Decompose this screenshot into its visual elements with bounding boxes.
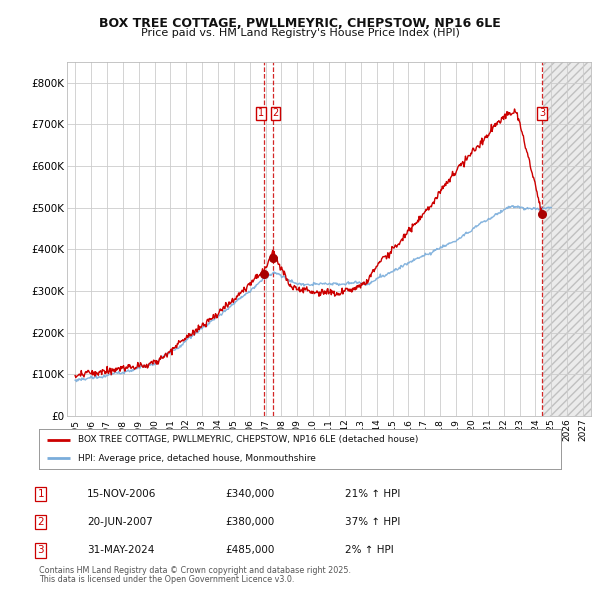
Text: Price paid vs. HM Land Registry's House Price Index (HPI): Price paid vs. HM Land Registry's House … xyxy=(140,28,460,38)
Text: 31-MAY-2024: 31-MAY-2024 xyxy=(87,546,154,555)
Text: BOX TREE COTTAGE, PWLLMEYRIC, CHEPSTOW, NP16 6LE: BOX TREE COTTAGE, PWLLMEYRIC, CHEPSTOW, … xyxy=(99,17,501,30)
Text: 2: 2 xyxy=(37,517,44,527)
Text: £340,000: £340,000 xyxy=(225,489,274,499)
Text: This data is licensed under the Open Government Licence v3.0.: This data is licensed under the Open Gov… xyxy=(39,575,295,584)
Text: 37% ↑ HPI: 37% ↑ HPI xyxy=(345,517,400,527)
Text: HPI: Average price, detached house, Monmouthshire: HPI: Average price, detached house, Monm… xyxy=(78,454,316,463)
Text: 1: 1 xyxy=(37,489,44,499)
Text: 2% ↑ HPI: 2% ↑ HPI xyxy=(345,546,394,555)
Text: £485,000: £485,000 xyxy=(225,546,274,555)
Text: Contains HM Land Registry data © Crown copyright and database right 2025.: Contains HM Land Registry data © Crown c… xyxy=(39,566,351,575)
Text: 21% ↑ HPI: 21% ↑ HPI xyxy=(345,489,400,499)
Text: £380,000: £380,000 xyxy=(225,517,274,527)
Text: 3: 3 xyxy=(37,546,44,555)
Text: 3: 3 xyxy=(539,109,545,118)
Text: BOX TREE COTTAGE, PWLLMEYRIC, CHEPSTOW, NP16 6LE (detached house): BOX TREE COTTAGE, PWLLMEYRIC, CHEPSTOW, … xyxy=(78,435,419,444)
Text: 1: 1 xyxy=(258,109,265,118)
Text: 2: 2 xyxy=(272,109,278,118)
Text: 15-NOV-2006: 15-NOV-2006 xyxy=(87,489,157,499)
Text: 20-JUN-2007: 20-JUN-2007 xyxy=(87,517,153,527)
